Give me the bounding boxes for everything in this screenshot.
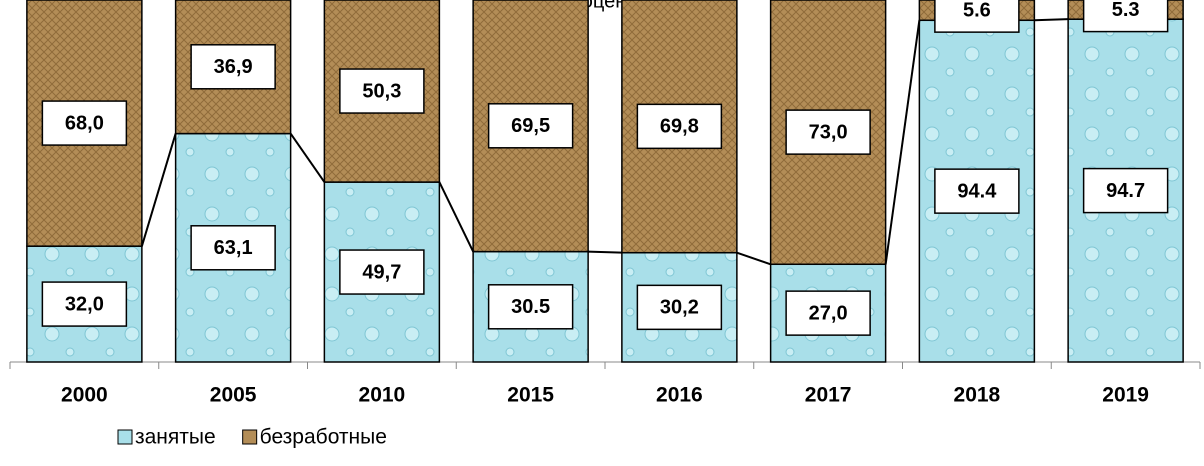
x-tick-label: 2010 [359, 384, 406, 407]
label-box [934, 168, 1020, 214]
x-tick-label: 2015 [507, 384, 554, 407]
x-tick-label: 2000 [61, 384, 108, 407]
label-box [636, 284, 723, 331]
label-box [41, 100, 128, 146]
series-line [588, 250, 622, 254]
x-tick-label: 2005 [210, 384, 257, 407]
data-label: 30.5 [511, 296, 550, 318]
label-box [1082, 167, 1169, 214]
data-label: 5.6 [963, 0, 991, 21]
data-label: 73,0 [809, 121, 848, 143]
data-label: 94.7 [1106, 180, 1145, 202]
series-line [140, 133, 177, 247]
x-tick-label: 2017 [805, 384, 852, 407]
series-line [438, 181, 475, 253]
data-label: 69,5 [511, 115, 550, 137]
label-box [190, 44, 276, 90]
series-line [289, 133, 326, 183]
label-box [339, 249, 425, 295]
legend-swatch [242, 429, 258, 445]
legend-label: занятые [135, 426, 216, 449]
data-label: 63,1 [214, 237, 253, 259]
data-label: 5.3 [1112, 0, 1140, 21]
legend-label: безработные [260, 426, 387, 449]
label-box [41, 281, 128, 327]
x-tick-label: 2019 [1102, 384, 1149, 407]
data-label: 49,7 [362, 261, 401, 283]
label-box [934, 0, 1020, 33]
label-box [190, 225, 276, 271]
data-label: 36,9 [214, 56, 253, 78]
label-box [487, 103, 574, 149]
label-box [1082, 0, 1169, 33]
data-label: 68,0 [65, 112, 104, 134]
data-label: 94.4 [957, 180, 997, 202]
label-box [487, 284, 574, 330]
label-box [785, 290, 871, 336]
data-label: 69,8 [660, 116, 699, 138]
data-label: 50,3 [362, 80, 401, 102]
data-label: 30,2 [660, 297, 699, 319]
label-box [636, 103, 723, 150]
series-line [884, 20, 921, 265]
label-box [785, 109, 871, 155]
label-box [339, 68, 425, 114]
x-tick-label: 2016 [656, 384, 703, 407]
data-label: 27,0 [809, 302, 848, 324]
legend-swatch [117, 429, 133, 445]
x-tick-label: 2018 [954, 384, 1001, 407]
data-label: 32,0 [65, 293, 104, 315]
series-line [736, 251, 771, 266]
series-line [1034, 18, 1069, 22]
